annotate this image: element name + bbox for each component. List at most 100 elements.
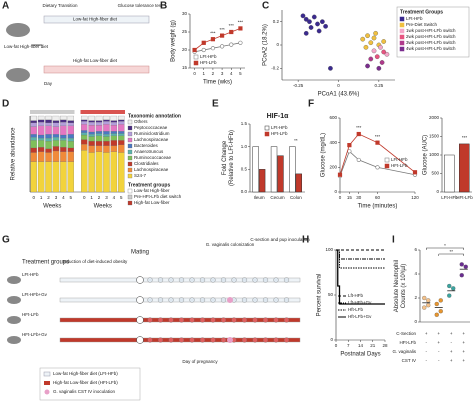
cell: +: [425, 331, 428, 336]
cell: +: [437, 340, 440, 345]
bar-segment: [67, 140, 75, 149]
group-label: Weeks: [94, 204, 112, 210]
mouse-icon: [7, 336, 21, 344]
significance: ***: [238, 20, 244, 25]
timeline-dot: [199, 277, 206, 283]
bar-segment: [37, 161, 45, 193]
panel-label: H: [302, 235, 309, 246]
bar-segment: [103, 124, 110, 132]
legend-swatch: [43, 371, 51, 377]
x-tick-label: 30: [356, 195, 362, 200]
bar-segment: [110, 151, 118, 193]
bar-segment: [103, 152, 110, 193]
legend-label: LFt-HFb: [271, 125, 288, 130]
timeline-dot: [252, 297, 258, 303]
annotation: G. vaginalis colonization: [206, 242, 255, 247]
marker: [192, 47, 197, 53]
bar-segment: [30, 122, 37, 127]
significance: ***: [210, 30, 216, 35]
point: [316, 28, 322, 34]
bar-segment: [30, 126, 37, 135]
bar-segment: [37, 115, 45, 120]
bar-segment: [88, 131, 95, 135]
bar-segment: [60, 119, 67, 123]
annotation: Glucose tolerance test: [118, 3, 164, 8]
timeline-dot: [241, 317, 248, 323]
point: [303, 30, 309, 36]
group-label: Weeks: [43, 204, 61, 210]
timeline-dot: [283, 337, 290, 343]
timeline-dot: [157, 317, 164, 323]
bar-segment: [30, 152, 37, 162]
timeline-dot: [210, 277, 216, 283]
bar-segment: [110, 133, 118, 136]
cell: -: [438, 349, 440, 354]
legend-swatch: [127, 125, 133, 131]
legend-label: 1wk post-HFt-LFb switch: [406, 28, 456, 33]
bar: [277, 155, 284, 193]
bar-segment: [95, 131, 103, 134]
point: [378, 44, 383, 50]
y-tick-label: 2: [414, 295, 417, 300]
point: [434, 301, 439, 307]
bar-segment: [88, 145, 95, 153]
bar-segment: [60, 115, 67, 120]
legend-label: 2wk post-HFt-LFb switch: [406, 34, 456, 39]
x-tick-label: 0: [335, 343, 338, 348]
bar-segment: [80, 134, 88, 140]
bar-segment: [80, 124, 88, 131]
point: [438, 309, 443, 314]
row-label: CST IV: [402, 358, 416, 363]
bar-segment: [67, 151, 75, 162]
x-tick-label: -0.25: [293, 83, 304, 88]
bar-segment: [110, 145, 118, 152]
timeline-dot: [220, 297, 227, 303]
point: [422, 305, 427, 310]
bar-segment: [118, 135, 125, 141]
timeline-dot: [147, 317, 153, 323]
bar-segment: [67, 125, 75, 135]
timeline-dot: [210, 337, 216, 343]
bar-segment: [67, 161, 75, 193]
row-label: C-Section: [396, 331, 416, 336]
cell: -: [426, 358, 428, 363]
y-tick-label: 50: [328, 292, 334, 297]
x-tick-label: 2: [212, 71, 215, 76]
bar-segment: [45, 134, 52, 139]
panel-label: C: [262, 1, 269, 12]
x-tick-label: 60: [375, 195, 381, 200]
significance: **: [449, 249, 453, 254]
bar-segment: [60, 121, 67, 126]
y-tick-label: 0: [330, 337, 333, 342]
bar-segment: [60, 134, 67, 139]
y-axis-label: Relative abundance: [11, 127, 17, 181]
y-tick-label: 0: [276, 42, 279, 47]
point: [323, 23, 328, 29]
legend-label: Anaerotruncus: [134, 149, 164, 154]
x-tick-label: 1: [202, 71, 205, 76]
point: [373, 30, 378, 36]
bar-segment: [118, 124, 125, 132]
diet-label: Low-fat High-fiber diet: [4, 44, 49, 49]
timeline-dot: [199, 317, 206, 323]
timeline-dot: [252, 317, 258, 323]
bar-segment: [52, 140, 60, 147]
point: [363, 44, 369, 50]
bar-segment: [103, 121, 110, 125]
cell: +: [462, 349, 465, 354]
bar: [252, 146, 259, 193]
x-tick-label: LFt-HFb: [441, 195, 458, 200]
point: [422, 295, 427, 301]
mouse-icon: [7, 276, 21, 284]
bar-segment: [37, 119, 45, 123]
legend-swatch: [127, 200, 133, 206]
survival-line: [336, 249, 385, 260]
timeline-dot: [189, 337, 195, 343]
legend-swatch: [127, 194, 133, 200]
point: [368, 40, 374, 46]
bar-segment: [118, 115, 125, 120]
timeline-dot: [189, 277, 195, 283]
legend-title: Taxonomic annotation: [128, 113, 181, 119]
timeline-dot: [241, 337, 248, 343]
point: [303, 16, 309, 22]
